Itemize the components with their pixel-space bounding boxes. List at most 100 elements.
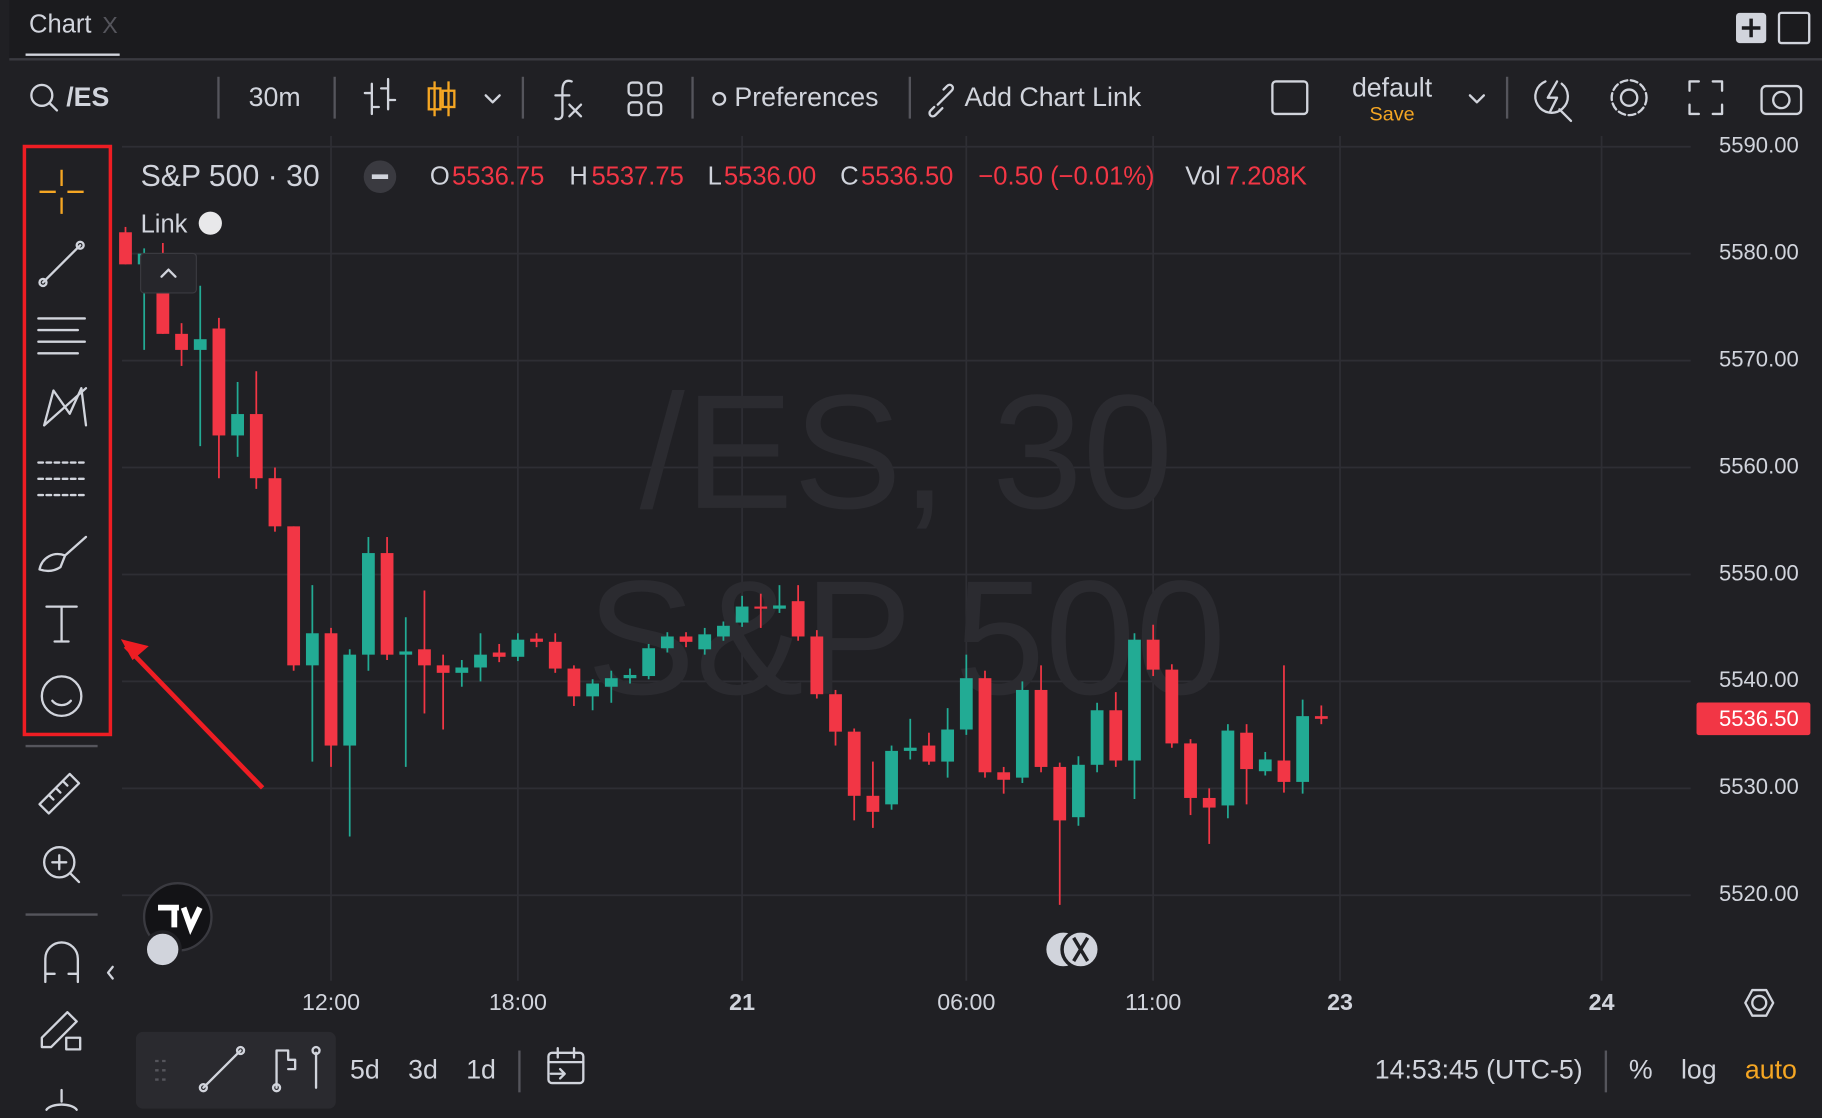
interval[interactable]: 30m (249, 82, 301, 112)
percent-toggle[interactable]: % (1629, 1055, 1653, 1085)
event-icon (1072, 936, 1090, 962)
magnet-tool[interactable] (44, 941, 80, 984)
log-toggle[interactable]: log (1681, 1055, 1717, 1085)
alert-icon[interactable] (1534, 80, 1573, 123)
chevron[interactable] (1468, 94, 1486, 104)
left-toolbar (0, 133, 117, 1118)
fib-tool[interactable] (37, 317, 86, 355)
legend-value: 5537.75 (591, 163, 683, 191)
quick-tools[interactable] (275, 1049, 318, 1089)
layout-cell (627, 81, 643, 97)
layout-save[interactable]: Save (1370, 103, 1415, 125)
chevron[interactable] (484, 94, 501, 104)
goto-date[interactable] (547, 1051, 585, 1085)
candle-body (642, 648, 656, 677)
tab-title[interactable]: Chart (29, 10, 91, 38)
candle-body (941, 729, 955, 762)
event-marker[interactable] (143, 930, 182, 969)
tool-handle (271, 1083, 282, 1093)
candle-body (978, 678, 992, 773)
quick-trendline[interactable] (202, 1049, 242, 1089)
pattern-tool[interactable] (42, 387, 88, 427)
crosshair-tool[interactable] (39, 169, 84, 214)
legend-label: C (840, 163, 858, 191)
link-label[interactable]: Link (141, 210, 188, 238)
ruler-tool[interactable] (38, 772, 81, 815)
candle-body (1240, 732, 1253, 770)
candle-body (1277, 760, 1291, 782)
candle-body (1184, 743, 1197, 798)
candle-body (1314, 716, 1328, 719)
snapshot-lens (1772, 90, 1791, 110)
drag-handle[interactable] (155, 1059, 166, 1081)
layout-cell (627, 101, 643, 117)
legend-value: 7.208K (1226, 163, 1307, 191)
candle-style-icon-body (427, 87, 442, 111)
range-button[interactable]: 1d (466, 1055, 496, 1085)
indicators-icon[interactable] (554, 79, 583, 121)
candle-body (119, 232, 132, 265)
legend-change: −0.50 (−0.01%) (978, 163, 1154, 191)
candle-body (1202, 797, 1216, 808)
layout-icon[interactable] (627, 81, 663, 117)
tab-close[interactable]: X (102, 12, 118, 38)
candle-body (1221, 730, 1235, 806)
candle-body (362, 553, 375, 655)
candle-body (698, 634, 712, 650)
annotation-arrowhead (120, 639, 149, 661)
candle-body (1090, 710, 1104, 765)
zoom-tool[interactable] (42, 846, 76, 879)
candle-body (175, 333, 188, 350)
forecast-tool[interactable] (37, 461, 86, 497)
candle-body (418, 649, 431, 666)
bar-style-icon[interactable] (363, 77, 397, 116)
collapse-toolbar[interactable] (106, 965, 114, 980)
collapse-button[interactable] (140, 252, 197, 294)
fullscreen-icon[interactable] (1688, 80, 1724, 116)
candle-body (1072, 764, 1085, 818)
add-chart-link-button[interactable]: Add Chart Link (964, 82, 1141, 112)
candle-body (773, 605, 786, 609)
link-indicator[interactable] (198, 211, 222, 235)
search-icon-handle (48, 102, 59, 112)
legend-label: Vol (1185, 163, 1221, 191)
candle-body (903, 747, 917, 751)
auto-toggle[interactable]: auto (1745, 1055, 1797, 1085)
window-button[interactable] (1777, 11, 1811, 45)
range-button[interactable]: 5d (350, 1055, 380, 1085)
legend-label: L (708, 163, 722, 191)
y-tick-label: 5560.00 (1719, 453, 1799, 478)
settings-icon[interactable] (1619, 88, 1639, 107)
layout-name[interactable]: default (1352, 73, 1433, 103)
clock: 14:53:45 (UTC-5) (1375, 1055, 1583, 1085)
preferences-button[interactable]: Preferences (734, 82, 878, 112)
candle-body (548, 641, 562, 669)
candle-style-icon-body (441, 89, 456, 109)
snapshot-icon[interactable] (1760, 84, 1803, 116)
x-tick-label: 21 (729, 989, 755, 1015)
candle-body (305, 633, 319, 666)
trendline-tool[interactable] (41, 244, 82, 284)
search-icon[interactable] (30, 83, 54, 107)
lock-drawings-tool[interactable] (40, 1011, 78, 1049)
checkbox[interactable] (1271, 80, 1309, 116)
y-tick-label: 5580.00 (1719, 239, 1799, 264)
symbol[interactable]: /ES (66, 82, 109, 112)
axis-settings[interactable] (1751, 994, 1768, 1012)
emoji-tool[interactable] (40, 675, 83, 718)
x-tick-label: 23 (1327, 989, 1353, 1015)
candle-body (959, 678, 973, 730)
candle-body (492, 652, 506, 657)
brush-tool[interactable] (38, 535, 88, 573)
candle-body (847, 731, 861, 796)
text-tool[interactable] (45, 605, 78, 643)
candle-body (193, 339, 207, 350)
last-price-label: 5536.50 (1719, 706, 1799, 731)
candle-body (1015, 689, 1029, 778)
gear-icon (712, 91, 727, 106)
range-button[interactable]: 3d (408, 1055, 438, 1085)
hide-tool[interactable] (45, 1088, 78, 1111)
y-tick-label: 5530.00 (1719, 774, 1799, 799)
highlight-box (22, 144, 113, 737)
plus-icon (1741, 18, 1761, 38)
